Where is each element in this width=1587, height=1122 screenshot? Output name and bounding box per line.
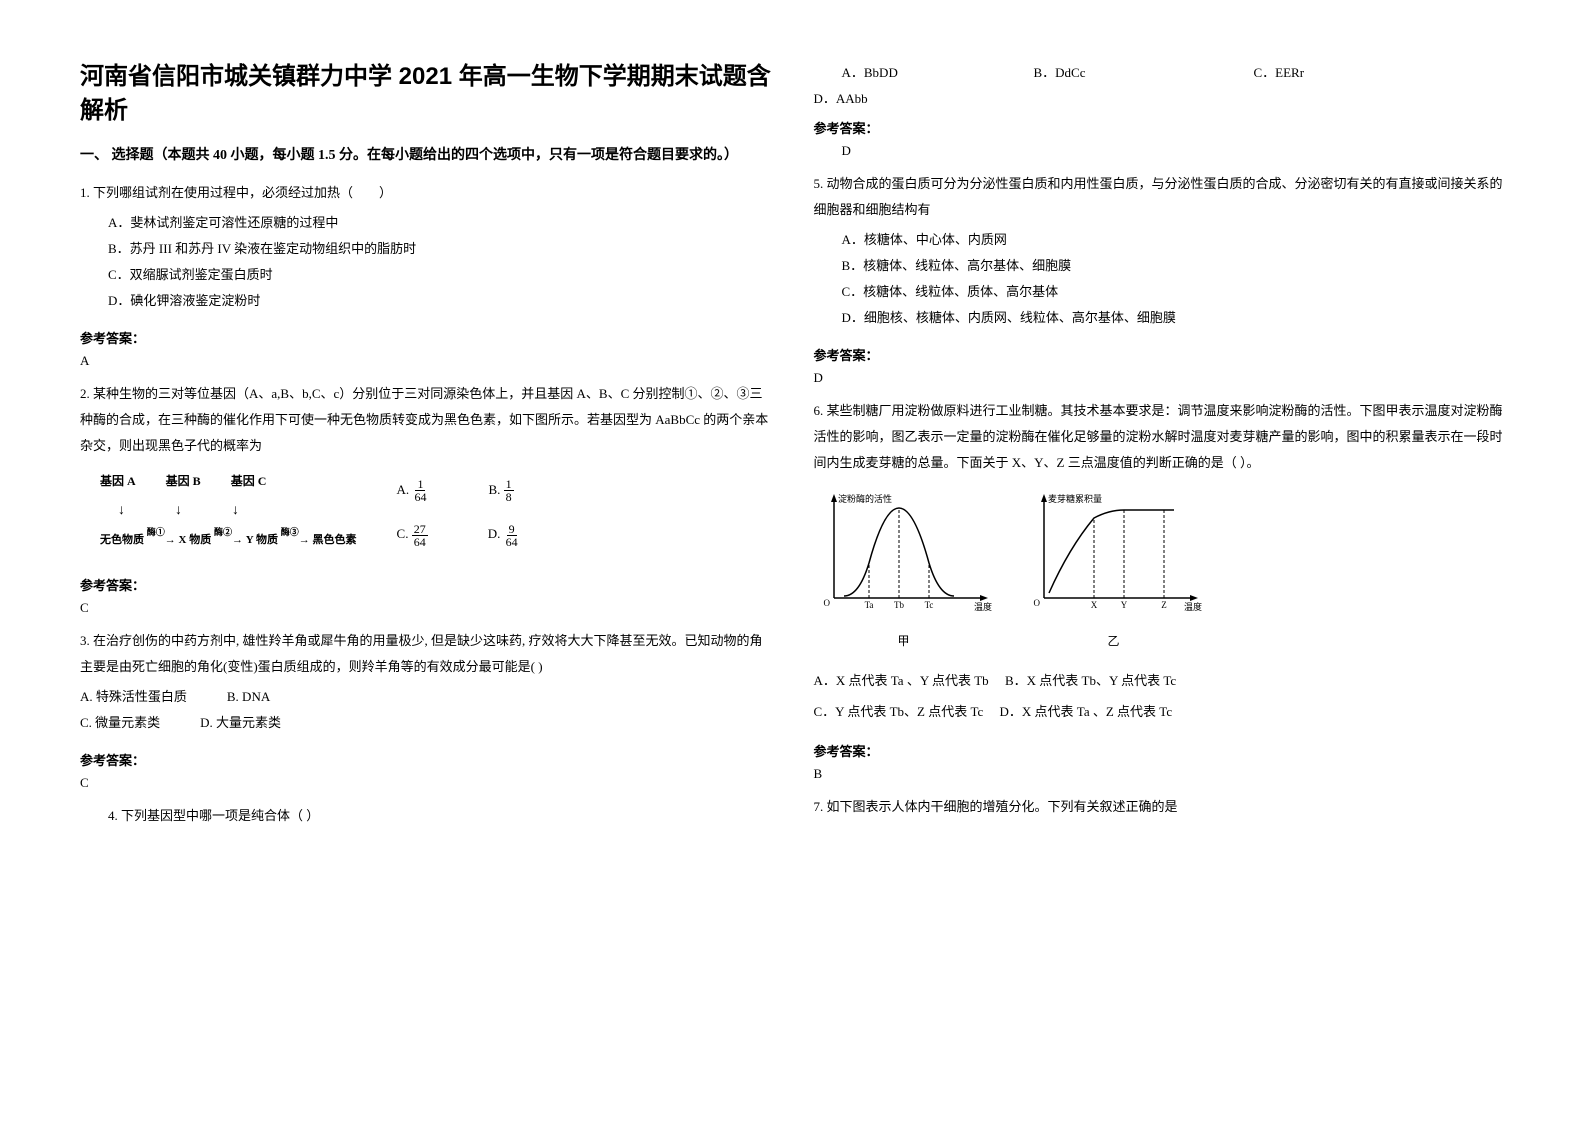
svg-text:温度: 温度 (974, 601, 992, 612)
graph1-caption: 甲 (814, 629, 994, 653)
question-7: 7. 如下图表示人体内干细胞的增殖分化。下列有关叙述正确的是 (814, 794, 1508, 824)
q1-opt-c: C．双缩脲试剂鉴定蛋白质时 (108, 262, 774, 288)
question-4: 4. 下列基因型中哪一项是纯合体（ ） (80, 803, 774, 833)
q4-opt-c: C．EERr (1254, 60, 1474, 86)
q2-choice-d: D. 964 (488, 521, 520, 548)
q2-colorless: 无色物质 (100, 534, 144, 546)
svg-text:O: O (1033, 598, 1040, 608)
q1-opt-d: D．碘化钾溶液鉴定淀粉时 (108, 288, 774, 314)
q1-options: A．斐林试剂鉴定可溶性还原糖的过程中 B．苏丹 III 和苏丹 IV 染液在鉴定… (80, 210, 774, 314)
q3-answer: C (80, 775, 774, 791)
q4-opt-b: B．DdCc (1034, 60, 1254, 86)
svg-text:Z: Z (1161, 600, 1167, 610)
svg-text:温度: 温度 (1184, 601, 1202, 612)
q2-reaction-chain: 无色物质 酶①→ X 物质 酶②→ Y 物质 酶③→ 黑色色素 (100, 529, 357, 551)
q1-opt-b: B．苏丹 III 和苏丹 IV 染液在鉴定动物组织中的脂肪时 (108, 236, 774, 262)
q2-diagram: 基因 A 基因 B 基因 C ↓ ↓ ↓ 无色物质 酶①→ X 物质 酶②→ (100, 469, 774, 551)
q2-enzyme3: 酶③ (281, 527, 299, 537)
q2-y: Y 物质 (246, 534, 278, 546)
svg-text:淀粉酶的活性: 淀粉酶的活性 (838, 493, 892, 504)
q6-graph-2: O X Y Z 温度 麦芽糖累积量 乙 (1024, 488, 1204, 653)
q6-opt-d: D．X 点代表 Ta 、Z 点代表 Tc (1000, 704, 1173, 719)
graph2-caption: 乙 (1024, 629, 1204, 653)
q2-enzyme2: 酶② (214, 527, 232, 537)
q5-answer-label: 参考答案： (814, 345, 1508, 364)
q3-answer-label: 参考答案： (80, 750, 774, 769)
q4-stem: 4. 下列基因型中哪一项是纯合体（ ） (108, 803, 774, 829)
svg-text:麦芽糖累积量: 麦芽糖累积量 (1048, 493, 1102, 504)
q1-answer-label: 参考答案： (80, 328, 774, 347)
q6-opt-b: B．X 点代表 Tb、Y 点代表 Tc (1005, 673, 1176, 688)
svg-text:O: O (823, 598, 830, 608)
q1-answer: A (80, 353, 774, 369)
q4-options: A．BbDD B．DdCc C．EERr D．AAbb (814, 60, 1508, 112)
exam-title: 河南省信阳市城关镇群力中学 2021 年高一生物下学期期末试题含解析 (80, 60, 774, 127)
left-column: 河南省信阳市城关镇群力中学 2021 年高一生物下学期期末试题含解析 一、 选择… (80, 60, 774, 1062)
q6-graphs: O Ta Tb Tc 温度 淀粉酶的活性 甲 (814, 488, 1508, 653)
section-header: 一、 选择题（本题共 40 小题，每小题 1.5 分。在每小题给出的四个选项中，… (80, 145, 774, 167)
q3-opt-d: D. 大量元素类 (200, 710, 281, 736)
q2-stem: 2. 某种生物的三对等位基因（A、a,B、b,C、c）分别位于三对同源染色体上，… (80, 381, 774, 459)
svg-text:Tc: Tc (924, 600, 933, 610)
q2-answer-label: 参考答案： (80, 575, 774, 594)
question-1: 1. 下列哪组试剂在使用过程中，必须经过加热（ ） A．斐林试剂鉴定可溶性还原糖… (80, 180, 774, 314)
q2-x: X 物质 (179, 534, 212, 546)
q5-stem: 5. 动物合成的蛋白质可分为分泌性蛋白质和内用性蛋白质，与分泌性蛋白质的合成、分… (814, 171, 1508, 223)
q5-opt-c: C．核糖体、线粒体、质体、高尔基体 (842, 279, 1508, 305)
q4-opt-d: D．AAbb (814, 86, 1034, 112)
q3-opt-b: B. DNA (227, 684, 270, 710)
q7-stem: 7. 如下图表示人体内干细胞的增殖分化。下列有关叙述正确的是 (814, 794, 1508, 820)
down-arrow-icon: ↓ (175, 497, 182, 525)
svg-text:X: X (1090, 600, 1097, 610)
graph-1-svg: O Ta Tb Tc 温度 淀粉酶的活性 (814, 488, 994, 618)
q2-black: 黑色色素 (313, 534, 357, 546)
q6-stem: 6. 某些制糖厂用淀粉做原料进行工业制糖。其技术基本要求是：调节温度来影响淀粉酶… (814, 398, 1508, 476)
q6-answer: B (814, 766, 1508, 782)
q5-answer: D (814, 370, 1508, 386)
q2-choice-b: B. 18 (488, 477, 513, 504)
q4-answer: D (814, 143, 1508, 159)
question-6: 6. 某些制糖厂用淀粉做原料进行工业制糖。其技术基本要求是：调节温度来影响淀粉酶… (814, 398, 1508, 727)
q6-opt-a: A．X 点代表 Ta 、Y 点代表 Tb (814, 673, 989, 688)
q5-opt-d: D．细胞核、核糖体、内质网、线粒体、高尔基体、细胞膜 (842, 305, 1508, 331)
q2-enzyme1: 酶① (147, 527, 165, 537)
q2-answer: C (80, 600, 774, 616)
q2-gene-c: 基因 C (231, 469, 267, 493)
q6-opt-c: C．Y 点代表 Tb、Z 点代表 Tc (814, 704, 984, 719)
q5-opt-b: B．核糖体、线粒体、高尔基体、细胞膜 (842, 253, 1508, 279)
q2-gene-b: 基因 B (166, 469, 201, 493)
graph-2-svg: O X Y Z 温度 麦芽糖累积量 (1024, 488, 1204, 618)
down-arrow-icon: ↓ (118, 497, 125, 525)
svg-text:Ta: Ta (864, 600, 873, 610)
svg-text:Tb: Tb (894, 600, 904, 610)
q6-answer-label: 参考答案： (814, 741, 1508, 760)
question-3: 3. 在治疗创伤的中药方剂中, 雄性羚羊角或犀牛角的用量极少, 但是缺少这味药,… (80, 628, 774, 736)
q3-stem: 3. 在治疗创伤的中药方剂中, 雄性羚羊角或犀牛角的用量极少, 但是缺少这味药,… (80, 628, 774, 680)
svg-text:Y: Y (1120, 600, 1127, 610)
q2-choice-a: A. 164 (397, 477, 429, 504)
q2-choices: A. 164 B. 18 C. 2764 D. 964 (397, 469, 520, 548)
q1-opt-a: A．斐林试剂鉴定可溶性还原糖的过程中 (108, 210, 774, 236)
q5-opt-a: A．核糖体、中心体、内质网 (842, 227, 1508, 253)
down-arrow-icon: ↓ (232, 497, 239, 525)
q6-graph-1: O Ta Tb Tc 温度 淀粉酶的活性 甲 (814, 488, 994, 653)
q3-opt-a: A. 特殊活性蛋白质 (80, 684, 187, 710)
question-2: 2. 某种生物的三对等位基因（A、a,B、b,C、c）分别位于三对同源染色体上，… (80, 381, 774, 561)
question-5: 5. 动物合成的蛋白质可分为分泌性蛋白质和内用性蛋白质，与分泌性蛋白质的合成、分… (814, 171, 1508, 331)
right-column: A．BbDD B．DdCc C．EERr D．AAbb 参考答案： D 5. 动… (814, 60, 1508, 1062)
q2-choice-c: C. 2764 (397, 521, 428, 548)
q4-opt-a: A．BbDD (814, 60, 1034, 86)
q2-gene-a: 基因 A (100, 469, 136, 493)
q3-opt-c: C. 微量元素类 (80, 710, 160, 736)
q4-answer-label: 参考答案： (814, 118, 1508, 137)
q1-stem: 1. 下列哪组试剂在使用过程中，必须经过加热（ ） (80, 180, 774, 206)
